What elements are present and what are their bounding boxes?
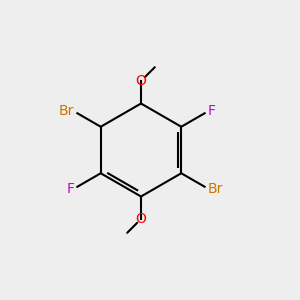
Text: F: F [208,104,216,118]
Text: F: F [66,182,74,196]
Text: Br: Br [59,104,74,118]
Text: Br: Br [208,182,223,196]
Text: O: O [136,212,146,226]
Text: O: O [136,74,146,88]
